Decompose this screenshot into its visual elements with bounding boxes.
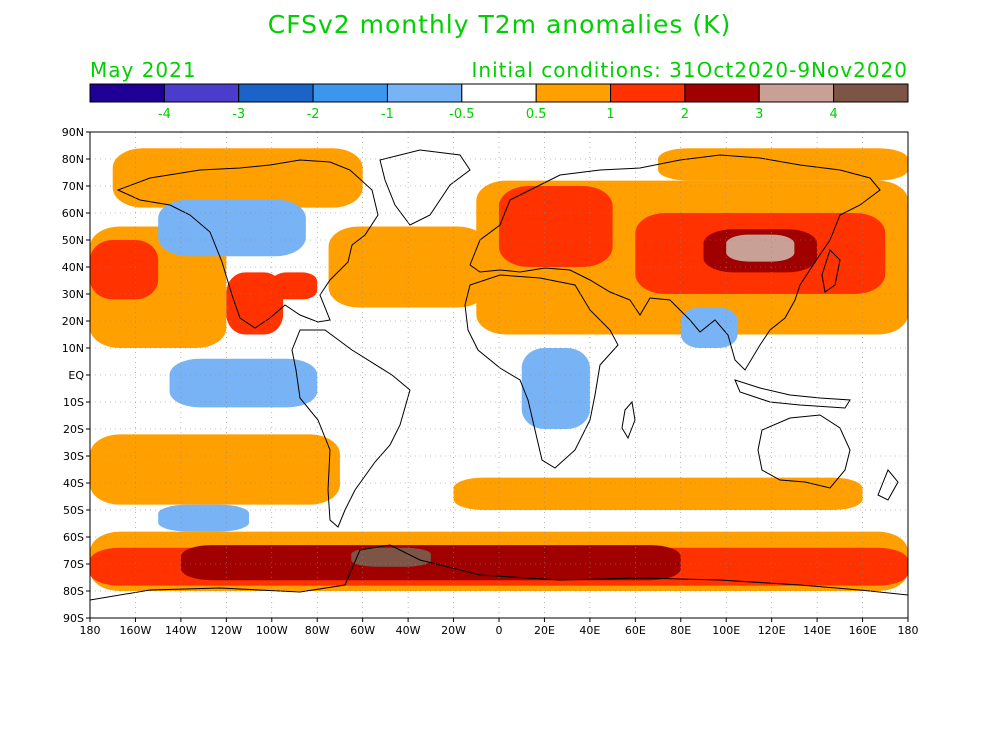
anomaly-region-gulf-warm [271,272,318,300]
y-tick-label: 10N [62,342,84,355]
colorbar-swatch [89,83,165,103]
anomaly-region-indian-ocean-south [453,477,863,510]
anomaly-region-pacific-east-warm [90,240,159,300]
coast-madagascar [621,400,636,440]
colorbar-label: -0.5 [449,107,474,122]
coast-north-america [116,159,379,329]
colorbar-swatch [684,83,760,103]
anomaly-region-eastern-pacific-cool [169,358,318,408]
x-tick-label: 160E [849,624,877,637]
coast-greenland [379,149,471,226]
y-tick-label: 20N [62,315,84,328]
colorbar-swatch [535,83,612,103]
colorbar-label: 2 [681,107,689,122]
colorbar-swatch [461,83,537,103]
x-tick-label: 100W [256,624,288,637]
x-tick-label: 60E [625,624,646,637]
anomaly-region-east-africa-cool [521,348,590,429]
y-tick-label: 50S [63,504,84,517]
y-tick-label: 90S [63,612,84,625]
x-tick-label: 120W [210,624,242,637]
colorbar-swatch [758,83,835,103]
anomaly-region-south-pacific-cool [158,504,250,532]
x-tick-label: 100E [712,624,740,637]
y-tick-label: EQ [68,369,84,382]
y-tick-label: 70N [62,180,84,193]
gridlines [90,132,908,618]
colorbar-label: -2 [307,107,320,122]
coast-australia [757,414,851,489]
colorbar-label: 3 [755,107,763,122]
colorbar-label: -4 [158,107,171,122]
y-tick-label: 60S [63,531,84,544]
anomaly-region-canada-cool [158,199,306,257]
y-tick-label: 80N [62,153,84,166]
colorbar-label: 4 [829,107,837,122]
coast-eurasia [469,154,881,371]
y-tick-label: 50N [62,234,84,247]
colorbar-label: 0.5 [526,107,547,122]
colorbar-swatch [610,83,686,103]
x-tick-label: 80E [670,624,691,637]
anomaly-region-mongolia-very-hot [726,234,795,262]
colorbar-swatch [833,83,909,103]
colorbar-label: -3 [232,107,245,122]
y-tick-label: 30S [63,450,84,463]
y-tick-label: 10S [63,396,84,409]
y-tick-label: 20S [63,423,84,436]
x-tick-label: 180 [80,624,101,637]
anomaly-region-europe-warm [499,186,613,267]
latitude-axis: 90N 80N 70N 60N 50N 40N 30N 20N 10N EQ 10S 20S 30S 40… [62,126,90,625]
x-tick-label: 120E [758,624,786,637]
anomaly-region-india-cool [680,307,738,348]
anomaly-region-arctic-siberia [658,148,908,181]
target-month: May 2021 [90,58,197,82]
colorbar-swatch [238,83,314,103]
y-tick-label: 30N [62,288,84,301]
anomaly-region-weddell-extreme [351,547,431,567]
x-tick-label: 80W [305,624,330,637]
x-tick-label: 20W [441,624,466,637]
coast-japan [821,249,841,293]
y-tick-label: 40N [62,261,84,274]
colorbar-labels: -4 -3 -2 -1 -0.5 0.5 1 2 3 4 [158,107,838,122]
coast-indonesia [734,379,851,409]
colorbar [89,83,909,103]
y-tick-label: 40S [63,477,84,490]
x-tick-label: 140E [803,624,831,637]
y-tick-label: 70S [63,558,84,571]
coast-antarctica [90,544,908,601]
x-tick-label: 180 [898,624,919,637]
x-tick-label: 20E [534,624,555,637]
x-tick-label: 40E [579,624,600,637]
initial-conditions: Initial conditions: 31Oct2020-9Nov2020 [471,58,908,82]
coast-new-zealand [877,469,899,501]
anomaly-region-arctic-north-america [112,148,363,208]
colorbar-swatch [163,83,240,103]
x-tick-label: 0 [496,624,503,637]
y-tick-label: 60N [62,207,84,220]
y-tick-label: 80S [63,585,84,598]
x-tick-label: 60W [350,624,375,637]
chart-title: CFSv2 monthly T2m anomalies (K) [267,10,732,39]
x-tick-label: 140W [165,624,197,637]
x-tick-label: 160W [120,624,152,637]
longitude-axis: 180 160W 140W 120W 100W 80W 60W 40W 20W 0 20E 40E 60… [80,618,919,637]
colorbar-swatch [312,83,388,103]
coast-africa [464,274,619,469]
coastlines [90,149,908,601]
colorbar-label: -1 [381,107,394,122]
anomaly-fields [90,148,908,591]
y-tick-label: 90N [62,126,84,139]
anomaly-region-south-pacific-band [90,434,340,505]
colorbar-label: 1 [606,107,614,122]
colorbar-swatch [386,83,463,103]
x-tick-label: 40W [396,624,421,637]
